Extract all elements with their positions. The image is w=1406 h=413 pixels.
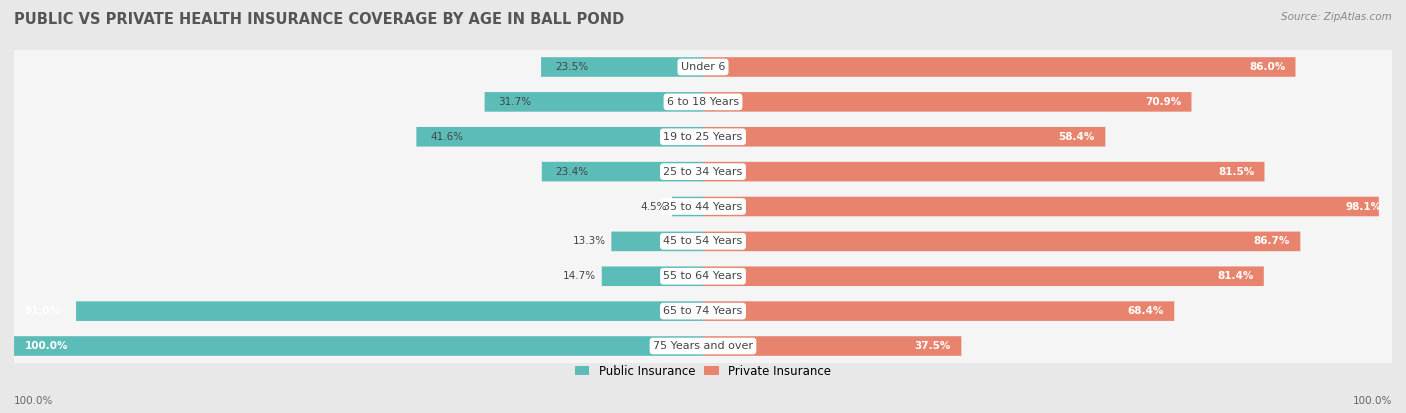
Text: 86.0%: 86.0% [1249,62,1285,72]
Text: 19 to 25 Years: 19 to 25 Years [664,132,742,142]
Text: 81.4%: 81.4% [1218,271,1254,281]
Text: 13.3%: 13.3% [572,236,606,247]
Text: 100.0%: 100.0% [1353,396,1392,406]
Text: 14.7%: 14.7% [562,271,596,281]
Text: 25 to 34 Years: 25 to 34 Years [664,166,742,177]
Text: 41.6%: 41.6% [430,132,464,142]
FancyBboxPatch shape [416,127,703,147]
Text: 37.5%: 37.5% [915,341,950,351]
FancyBboxPatch shape [703,197,1379,216]
Text: 98.1%: 98.1% [1346,202,1382,211]
FancyBboxPatch shape [8,268,1398,354]
FancyBboxPatch shape [602,266,703,286]
FancyBboxPatch shape [8,24,1398,110]
Text: Under 6: Under 6 [681,62,725,72]
FancyBboxPatch shape [8,233,1398,319]
FancyBboxPatch shape [485,92,703,112]
FancyBboxPatch shape [76,301,703,321]
Text: 86.7%: 86.7% [1254,236,1289,247]
FancyBboxPatch shape [612,232,703,251]
FancyBboxPatch shape [8,129,1398,214]
FancyBboxPatch shape [14,336,703,356]
FancyBboxPatch shape [8,164,1398,249]
FancyBboxPatch shape [8,303,1398,389]
FancyBboxPatch shape [541,162,703,181]
Text: 70.9%: 70.9% [1144,97,1181,107]
Text: 31.7%: 31.7% [498,97,531,107]
FancyBboxPatch shape [8,59,1398,145]
Text: Source: ZipAtlas.com: Source: ZipAtlas.com [1281,12,1392,22]
Text: 6 to 18 Years: 6 to 18 Years [666,97,740,107]
Text: 23.4%: 23.4% [555,166,589,177]
FancyBboxPatch shape [703,92,1191,112]
FancyBboxPatch shape [703,127,1105,147]
Text: 100.0%: 100.0% [14,396,53,406]
FancyBboxPatch shape [8,94,1398,180]
FancyBboxPatch shape [8,199,1398,284]
FancyBboxPatch shape [703,266,1264,286]
Text: 91.0%: 91.0% [24,306,60,316]
Text: 75 Years and over: 75 Years and over [652,341,754,351]
Text: 45 to 54 Years: 45 to 54 Years [664,236,742,247]
FancyBboxPatch shape [703,232,1301,251]
Text: 35 to 44 Years: 35 to 44 Years [664,202,742,211]
FancyBboxPatch shape [541,57,703,77]
Text: 55 to 64 Years: 55 to 64 Years [664,271,742,281]
FancyBboxPatch shape [703,162,1264,181]
Text: 68.4%: 68.4% [1128,306,1164,316]
Text: 100.0%: 100.0% [24,341,67,351]
Text: 58.4%: 58.4% [1059,132,1095,142]
FancyBboxPatch shape [672,197,703,216]
Text: 23.5%: 23.5% [555,62,588,72]
FancyBboxPatch shape [703,301,1174,321]
FancyBboxPatch shape [703,57,1295,77]
Text: 4.5%: 4.5% [640,202,666,211]
Text: 65 to 74 Years: 65 to 74 Years [664,306,742,316]
FancyBboxPatch shape [703,336,962,356]
Text: 81.5%: 81.5% [1218,166,1254,177]
Text: PUBLIC VS PRIVATE HEALTH INSURANCE COVERAGE BY AGE IN BALL POND: PUBLIC VS PRIVATE HEALTH INSURANCE COVER… [14,12,624,27]
Legend: Public Insurance, Private Insurance: Public Insurance, Private Insurance [571,360,835,383]
